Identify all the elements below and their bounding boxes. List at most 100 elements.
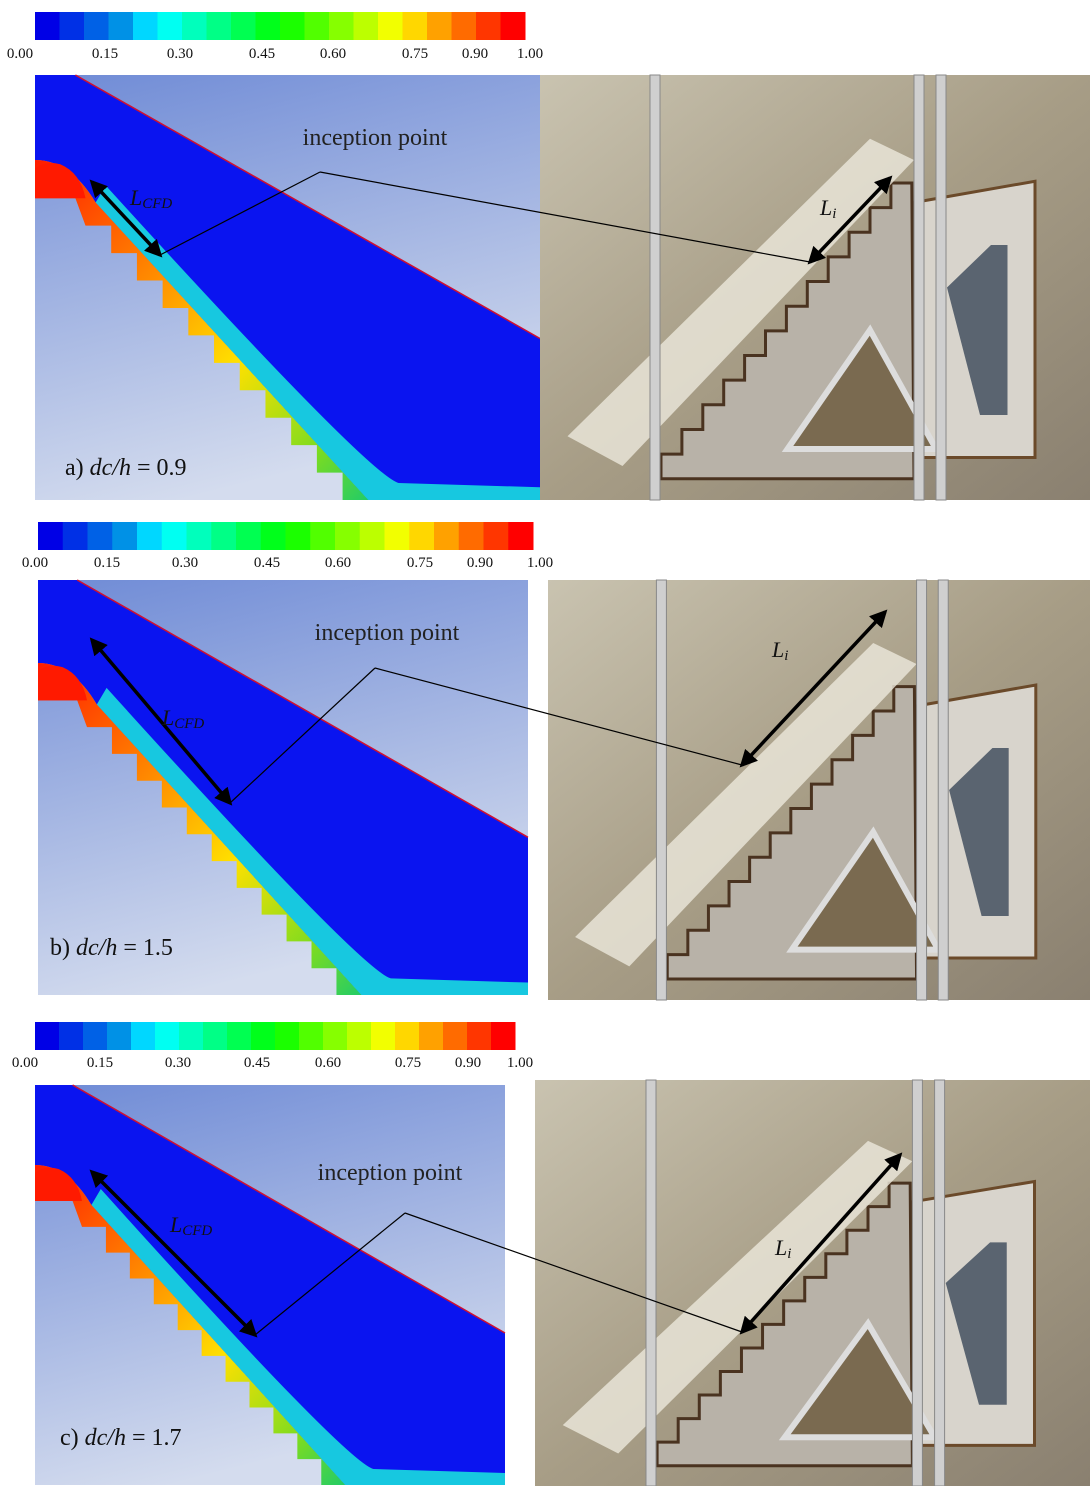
colorbar-cell [109,12,134,40]
caption-value: = 1.7 [132,1425,182,1451]
colorbar-cell [179,1022,204,1050]
caption-ratio: dc/h [90,455,131,481]
caption-label: c) [60,1425,79,1451]
colorbar-tick: 0.45 [249,46,275,62]
colorbar-tick: 0.30 [165,1055,191,1071]
caption: b)dc/h= 1.5 [50,935,173,961]
colorbar-cell [354,12,379,40]
colorbar-cell [467,1022,492,1050]
subscript: i [784,648,788,664]
colorbar-cell [419,1022,444,1050]
colorbar-cell [275,1022,300,1050]
colorbar-cell [256,12,281,40]
colorbar-cell [133,12,158,40]
symbol: L [129,185,142,210]
colorbar-cell [434,522,459,550]
colorbar-tick: 0.15 [94,555,120,571]
colorbar-tick: 0.75 [395,1055,421,1071]
colorbar-cell [280,12,305,40]
colorbar-tick: 0.90 [467,555,493,571]
colorbar-cell [508,522,533,550]
colorbar-cell [211,522,236,550]
colorbar-cell [403,12,428,40]
colorbar-cell [187,522,212,550]
subscript: i [787,1246,791,1262]
subscript: CFD [182,1223,212,1239]
caption-ratio: dc/h [76,935,117,961]
colorbar-cell [484,522,509,550]
colorbar-tick: 0.60 [320,46,346,62]
colorbar-cell [137,522,162,550]
colorbar-tick: 0.30 [167,46,193,62]
colorbar-cell [299,1022,324,1050]
colorbar-tick: 0.90 [462,46,488,62]
colorbar-cell [112,522,137,550]
colorbar-tick: 0.75 [407,555,433,571]
photo-post [912,1080,922,1486]
panel: 0.000.150.300.450.600.750.901.00inceptio… [7,12,1090,500]
colorbar-tick: 1.00 [527,555,553,571]
colorbar-cell [501,12,526,40]
colorbar-cell [452,12,477,40]
inception-note: inception point [318,1160,463,1186]
inception-note: inception point [315,620,460,646]
inception-note: inception point [303,125,448,151]
colorbar-cell [131,1022,156,1050]
colorbar-cell [59,1022,84,1050]
figure: 0.000.150.300.450.600.750.901.00inceptio… [0,0,1090,1486]
colorbar-cell [395,1022,420,1050]
subscript: CFD [142,196,172,212]
colorbar-cell [35,12,60,40]
colorbar-cell [231,12,256,40]
colorbar-cell [378,12,403,40]
caption: a)dc/h= 0.9 [65,455,187,481]
colorbar-cell [88,522,113,550]
colorbar-tick: 0.75 [402,46,428,62]
colorbar-cell [162,522,187,550]
symbol: L [771,637,784,662]
colorbar-cell [323,1022,348,1050]
photo-post [917,580,927,1000]
colorbar-cell [491,1022,516,1050]
colorbar-cell [329,12,354,40]
colorbar-cell [83,1022,108,1050]
colorbar-cell [286,522,311,550]
photo-post [936,75,946,500]
colorbar-tick: 0.30 [172,555,198,571]
colorbar-cell [443,1022,468,1050]
colorbar-cell [385,522,410,550]
colorbar-cell [409,522,434,550]
photo-post [935,1080,945,1486]
colorbar-cell [35,1022,60,1050]
colorbar-cell [155,1022,180,1050]
page: {"panels": [ {"colorbar_ticks": ["0.00",… [0,0,1090,1486]
colorbar-tick: 1.00 [517,46,543,62]
symbol: L [161,705,174,730]
colorbar-cell [207,12,232,40]
colorbar-cell [227,1022,252,1050]
caption-ratio: dc/h [85,1425,126,1451]
colorbar-cell [360,522,385,550]
symbol: L [819,195,832,220]
colorbar-cell [305,12,330,40]
colorbar-cell [203,1022,228,1050]
caption-label: a) [65,455,84,481]
colorbar-tick: 1.00 [507,1055,533,1071]
colorbar-tick: 0.45 [254,555,280,571]
colorbar-cell [84,12,109,40]
colorbar-cell [251,1022,276,1050]
colorbar-cell [459,522,484,550]
caption-value: = 1.5 [123,935,173,961]
symbol: L [774,1235,787,1260]
colorbar-tick: 0.60 [315,1055,341,1071]
photo-post [646,1080,656,1486]
colorbar-cell [261,522,286,550]
colorbar-tick: 0.60 [325,555,351,571]
colorbar-cell [63,522,88,550]
colorbar-tick: 0.15 [87,1055,113,1071]
photo-post [938,580,948,1000]
colorbar-cell [371,1022,396,1050]
caption-label: b) [50,935,70,961]
